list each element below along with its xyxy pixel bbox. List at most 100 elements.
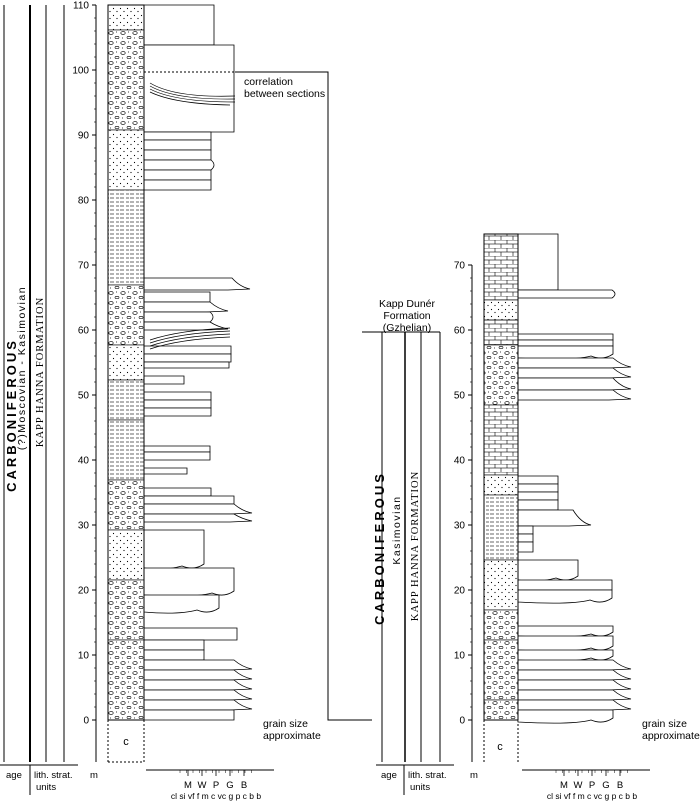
lithology-layer [483,474,519,496]
axis-tick-label: 40 [454,456,466,467]
scale-top-label: B [617,780,623,791]
axis-unit-left: m [90,770,98,781]
bed [143,679,253,691]
left-section: CARBONIFEROUS (?)Moscovian - Kasimovian … [0,1,372,801]
lithology-column-left [107,4,145,721]
bed [517,635,614,652]
bed [143,375,185,385]
bed [517,541,534,553]
bed [143,391,212,401]
bed [517,377,632,391]
bed [517,699,632,711]
footer-lithstrat-left-2: units [36,782,56,793]
bed [143,495,235,505]
bed [143,639,205,651]
bed [143,594,220,614]
footer-age-right: age [381,770,397,781]
bed [517,289,616,299]
bed [143,659,253,671]
lithology-layer [483,404,519,476]
bed [143,301,229,313]
formation-label-right: KAPP HANNA FORMATION [410,471,421,621]
scale-top-label: W [198,780,207,791]
bed [517,491,559,501]
lithology-layer [107,529,145,581]
bed [517,679,632,691]
bed [517,625,614,638]
scale-top-label: M [560,780,568,791]
bed [143,503,253,515]
bed [517,649,614,662]
bed [517,525,534,535]
axis-tick-label: 20 [78,586,90,597]
bed [143,277,251,291]
axis-tick-label: 90 [78,131,90,142]
bed [143,353,232,363]
lithology-layer [107,379,145,421]
correlation-label-line2: between sections [244,88,325,100]
axis-tick-label: 30 [454,521,466,532]
lithology-layer [483,319,519,346]
bed [517,345,614,360]
bed [143,513,253,523]
lithology-layer [107,479,145,531]
bed [517,589,613,604]
bed [143,149,212,161]
lithology-layer [107,4,145,31]
grain-scale-right: M W P G Bcl si vf f m c vc g p c b b [522,769,650,801]
footer-age-left: age [6,770,22,781]
covered-label-left: c [123,736,129,748]
scale-top-label: P [589,780,595,791]
age-label-right: CARBONIFEROUS [372,471,387,625]
bed [517,659,632,671]
lithology-column-right [483,233,519,721]
bed [517,499,559,511]
bed [517,579,613,591]
lithology-layer [107,579,145,641]
bed [143,291,211,303]
bed [143,311,214,323]
axis-tick-label: 100 [72,66,89,77]
bed [517,689,632,701]
bed [517,709,614,724]
cross-bedding-upper [149,82,236,106]
footer-lithstrat-right-2: units [410,782,430,793]
bed [143,321,229,331]
bed [143,669,253,681]
depth-axis-left: 0 10 20 30 40 50 60 70 80 90 100 110 [72,1,97,762]
scale-bottom-label: cl si vf f m c vc g p c b b [547,791,637,801]
lithology-layer [483,609,519,641]
scale-top-label: B [241,780,247,791]
axis-tick-label: 10 [78,651,90,662]
correlation-line [235,71,372,721]
overlying-unit-line3: (Gzhelian) [383,322,431,334]
right-section: Kapp Dunér Formation (Gzhelian) CARBONIF… [362,233,700,801]
bed [143,361,230,369]
bed [143,487,212,497]
bed [143,407,212,417]
bed [143,399,212,409]
bed [143,139,212,151]
scale-top-label: W [574,780,583,791]
axis-tick-label: 110 [73,1,89,12]
axis-tick-label: 0 [83,716,89,727]
lithology-layer [107,639,145,721]
bed [517,533,534,543]
bed [143,649,205,661]
bed [143,451,211,461]
lithology-layer [107,129,145,191]
formation-label-left: KAPP HANNA FORMATION [35,297,46,447]
axis-tick-label: 70 [454,261,466,272]
scale-top-label: G [602,780,609,791]
bed [143,699,253,711]
bed [143,567,235,597]
bed [143,709,235,721]
overlying-unit-line2: Formation [383,310,430,322]
age-label-left: CARBONIFEROUS [4,338,19,492]
axis-tick-label: 80 [78,196,90,207]
axis-tick-label: 30 [78,521,90,532]
grain-size-profile-right [517,233,632,724]
bed [517,669,632,681]
grain-size-note-right-line2: approximate [642,730,700,742]
overlying-unit-line1: Kapp Dunér [379,298,436,310]
